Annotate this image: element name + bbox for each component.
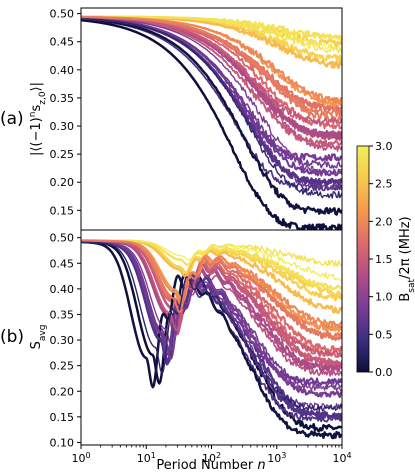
panel-a-ytick-label: 0.35 <box>50 92 75 105</box>
colorbar-tick-label: 3.0 <box>375 140 393 153</box>
panel-a-series-line <box>81 15 342 43</box>
panel-b-series-line <box>81 241 342 412</box>
x-tick-label: 103 <box>267 451 286 466</box>
colorbar-tick-label: 1.5 <box>375 253 393 266</box>
panel-b-ytick-label: 0.20 <box>50 385 75 398</box>
x-tick-label: 101 <box>137 451 156 466</box>
colorbar-tick-label: 1.0 <box>375 291 393 304</box>
panel-b-curves <box>81 239 342 440</box>
colorbar-tick-label: 0.5 <box>375 328 393 341</box>
panel-a-ytick-label: 0.30 <box>50 120 75 133</box>
panel-b-series-line <box>81 240 342 440</box>
colorbar-label: Bsat/2π (MHz) <box>398 216 415 301</box>
panel-b-ytick-label: 0.25 <box>50 360 75 373</box>
panel-b: 0.10 0.15 0.20 0.25 0.30 0.35 0.40 0.45 0.50 100… <box>0 229 352 472</box>
panel-a: 0.15 0.20 0.25 0.30 0.35 0.40 0.45 0.50 (a) |⟨(… <box>0 7 343 231</box>
x-tick-label: 100 <box>71 451 90 466</box>
panel-b-xlabel: Period Number n <box>156 458 265 472</box>
panel-a-series-line <box>81 16 342 118</box>
colorbar: 0.0 0.5 1.0 1.5 2.0 2.5 3.0 Bsat/2π (MHz) <box>356 140 415 379</box>
panel-b-ytick-label: 0.15 <box>50 411 75 424</box>
panel-b-series-line <box>81 240 342 357</box>
panel-b-series-line <box>81 240 342 386</box>
panel-a-ytick-label: 0.45 <box>50 36 75 49</box>
panel-b-letter: (b) <box>0 327 24 347</box>
colorbar-tick-label: 0.0 <box>375 366 393 379</box>
panel-b-x-axis: 100 101 102 103 104 <box>71 445 352 466</box>
panel-b-ytick-label: 0.40 <box>50 283 75 296</box>
panel-a-curves <box>81 15 342 230</box>
panel-a-ytick-label: 0.15 <box>50 204 75 217</box>
panel-b-ytick-label: 0.35 <box>50 308 75 321</box>
panel-b-ytick-label: 0.45 <box>50 257 75 270</box>
panel-b-ytick-label: 0.10 <box>50 436 75 449</box>
panel-b-series-line <box>81 239 342 340</box>
panel-b-ytick-label: 0.30 <box>50 334 75 347</box>
panel-a-series-line <box>81 17 342 176</box>
panel-a-ylabel: |⟨(−1)nsz,0⟩| <box>28 82 48 156</box>
panel-a-letter: (a) <box>0 109 24 129</box>
panel-b-series-line <box>81 240 342 392</box>
colorbar-ticks: 0.0 0.5 1.0 1.5 2.0 2.5 3.0 <box>369 140 393 379</box>
colorbar-tick-label: 2.0 <box>375 215 393 228</box>
panel-a-y-axis: 0.15 0.20 0.25 0.30 0.35 0.40 0.45 0.50 <box>50 8 81 217</box>
panel-a-series-line <box>81 17 342 199</box>
x-tick-label: 102 <box>202 451 221 466</box>
colorbar-gradient <box>356 145 370 373</box>
colorbar-tick-label: 2.5 <box>375 178 393 191</box>
panel-a-series-line <box>81 18 342 230</box>
panel-b-ylabel: Savg <box>29 325 48 350</box>
panel-a-series-line <box>81 17 342 216</box>
panel-a-ytick-label: 0.25 <box>50 148 75 161</box>
panel-b-y-axis: 0.10 0.15 0.20 0.25 0.30 0.35 0.40 0.45 0.50 <box>50 232 81 449</box>
panel-a-ytick-label: 0.50 <box>50 8 75 21</box>
panel-b-ytick-label: 0.50 <box>50 232 75 245</box>
panel-a-ytick-label: 0.20 <box>50 176 75 189</box>
x-tick-label: 104 <box>332 451 351 466</box>
panel-a-series-line <box>81 16 342 126</box>
panel-a-ytick-label: 0.40 <box>50 64 75 77</box>
